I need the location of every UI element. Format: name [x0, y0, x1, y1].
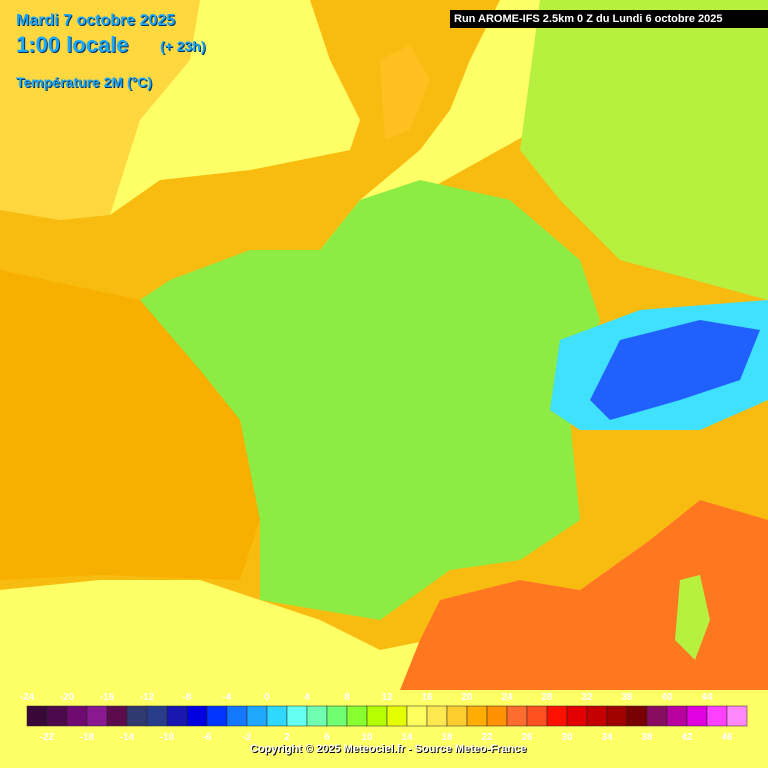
legend-label: -24 — [20, 692, 35, 703]
corsica — [675, 575, 710, 660]
legend-label: 6 — [324, 732, 330, 743]
alps-high — [590, 320, 760, 420]
legend-swatch — [306, 705, 328, 727]
legend-label: 28 — [541, 692, 553, 703]
legend-label: 22 — [481, 732, 493, 743]
england — [110, 0, 360, 215]
legend-label: 16 — [421, 692, 433, 703]
legend-label: 30 — [561, 732, 573, 743]
parameter: Température 2M (°C) — [16, 74, 153, 90]
legend-label: -16 — [100, 692, 115, 703]
legend-swatch — [326, 705, 348, 727]
legend-label: -2 — [243, 732, 252, 743]
legend-swatch — [426, 705, 448, 727]
legend-swatch — [226, 705, 248, 727]
legend-label: 10 — [361, 732, 373, 743]
legend-label: 44 — [701, 692, 713, 703]
copyright: Copyright © 2025 Meteociel.fr - Source M… — [250, 743, 527, 755]
time: 1:00 locale — [16, 32, 129, 57]
legend-swatch — [206, 705, 228, 727]
legend-swatch — [346, 705, 368, 727]
legend-swatch — [406, 705, 428, 727]
legend-swatch — [646, 705, 668, 727]
germany-green — [520, 0, 768, 300]
legend-swatch — [686, 705, 708, 727]
legend-swatch — [586, 705, 608, 727]
legend-label: -8 — [183, 692, 192, 703]
legend-swatch — [386, 705, 408, 727]
legend-label: -4 — [223, 692, 232, 703]
legend-swatch — [126, 705, 148, 727]
legend-swatch — [706, 705, 728, 727]
legend-swatch — [286, 705, 308, 727]
legend-swatch — [46, 705, 68, 727]
lead-time: (+ 23h) — [160, 38, 206, 54]
legend-swatch — [86, 705, 108, 727]
legend-label: 34 — [601, 732, 613, 743]
legend-swatch — [486, 705, 508, 727]
legend-swatch — [266, 705, 288, 727]
legend-label: -22 — [40, 732, 55, 743]
legend-label: 36 — [621, 692, 633, 703]
legend-swatch — [506, 705, 528, 727]
legend-label: 26 — [521, 732, 533, 743]
legend-swatch — [526, 705, 548, 727]
legend-label: 0 — [264, 692, 270, 703]
date: Mardi 7 octobre 2025 — [16, 12, 176, 29]
france — [140, 180, 600, 620]
legend-label: -10 — [160, 732, 175, 743]
bay-of-biscay — [0, 270, 260, 580]
legend-label: 8 — [344, 692, 350, 703]
legend-label: 38 — [641, 732, 653, 743]
legend-label: -12 — [140, 692, 155, 703]
legend-label: 4 — [304, 692, 310, 703]
legend-label: -14 — [120, 732, 135, 743]
legend-label: 18 — [441, 732, 453, 743]
legend-label: 20 — [461, 692, 473, 703]
legend-swatch — [366, 705, 388, 727]
legend-swatch — [106, 705, 128, 727]
legend-label: -6 — [203, 732, 212, 743]
legend-swatch — [606, 705, 628, 727]
north-sea-warm — [380, 45, 430, 140]
legend-swatch — [246, 705, 268, 727]
legend-label: 14 — [401, 732, 413, 743]
run-info: Run AROME-IFS 2.5km 0 Z du Lundi 6 octob… — [450, 10, 768, 28]
legend-swatch — [546, 705, 568, 727]
legend-swatch — [146, 705, 168, 727]
legend-swatch — [186, 705, 208, 727]
legend-swatch — [166, 705, 188, 727]
legend-swatch — [566, 705, 588, 727]
legend-label: 32 — [581, 692, 593, 703]
legend-label: 46 — [721, 732, 733, 743]
legend-label: 40 — [661, 692, 673, 703]
legend-label: 12 — [381, 692, 393, 703]
legend-swatch — [466, 705, 488, 727]
legend-swatch — [26, 705, 48, 727]
legend-label: 2 — [284, 732, 290, 743]
legend-swatch — [66, 705, 88, 727]
legend-label: 24 — [501, 692, 513, 703]
legend-label: -20 — [60, 692, 75, 703]
legend-swatch — [626, 705, 648, 727]
legend-swatch — [666, 705, 688, 727]
legend-swatch — [726, 705, 748, 727]
legend-label: 42 — [681, 732, 693, 743]
mediterranean — [400, 500, 768, 690]
legend-swatch — [446, 705, 468, 727]
legend-label: -18 — [80, 732, 95, 743]
